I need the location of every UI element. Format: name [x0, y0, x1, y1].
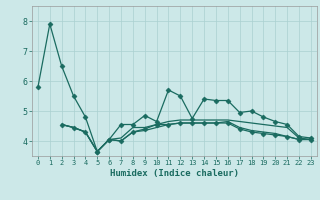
X-axis label: Humidex (Indice chaleur): Humidex (Indice chaleur)	[110, 169, 239, 178]
